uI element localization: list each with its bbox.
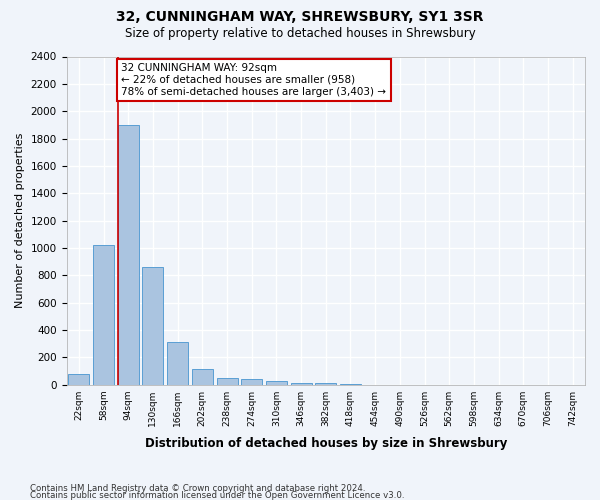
Text: 32 CUNNINGHAM WAY: 92sqm
← 22% of detached houses are smaller (958)
78% of semi-: 32 CUNNINGHAM WAY: 92sqm ← 22% of detach… — [121, 64, 386, 96]
Text: 32, CUNNINGHAM WAY, SHREWSBURY, SY1 3SR: 32, CUNNINGHAM WAY, SHREWSBURY, SY1 3SR — [116, 10, 484, 24]
Bar — [68, 374, 89, 384]
Bar — [118, 125, 139, 384]
Y-axis label: Number of detached properties: Number of detached properties — [15, 133, 25, 308]
Bar — [167, 342, 188, 384]
X-axis label: Distribution of detached houses by size in Shrewsbury: Distribution of detached houses by size … — [145, 437, 507, 450]
Bar — [93, 245, 114, 384]
Bar — [192, 369, 213, 384]
Bar — [217, 378, 238, 384]
Text: Contains public sector information licensed under the Open Government Licence v3: Contains public sector information licen… — [30, 491, 404, 500]
Text: Contains HM Land Registry data © Crown copyright and database right 2024.: Contains HM Land Registry data © Crown c… — [30, 484, 365, 493]
Bar — [241, 379, 262, 384]
Bar — [266, 380, 287, 384]
Text: Size of property relative to detached houses in Shrewsbury: Size of property relative to detached ho… — [125, 28, 475, 40]
Bar — [142, 267, 163, 384]
Bar — [290, 382, 311, 384]
